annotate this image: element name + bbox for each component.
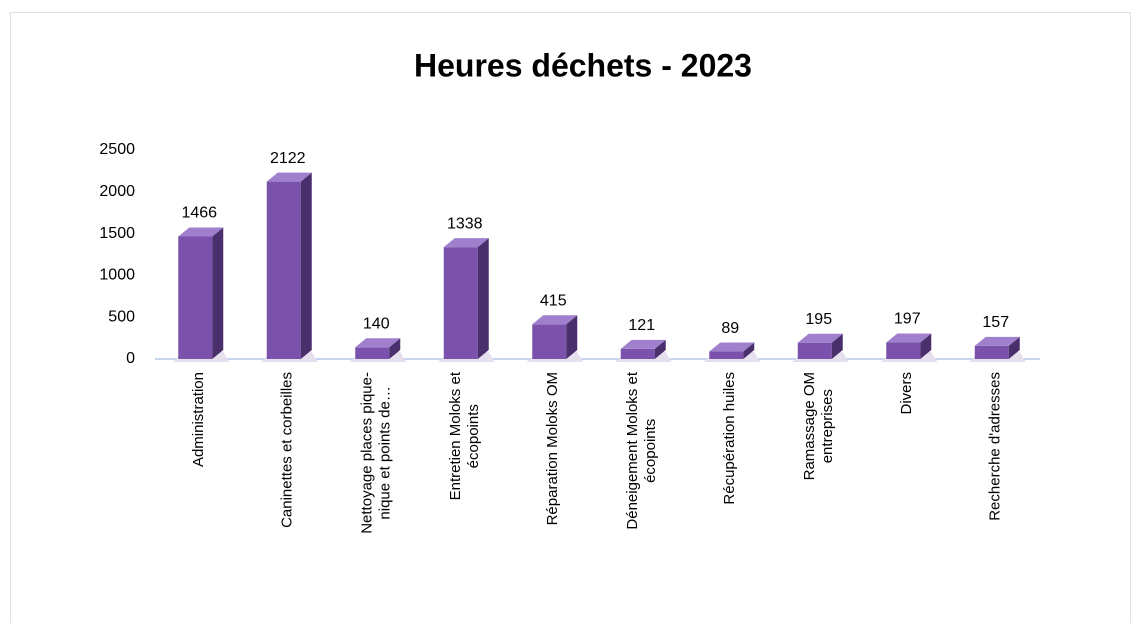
x-tick-label: Déneigement Moloks etécopoints xyxy=(624,371,659,529)
bar-top xyxy=(266,172,312,182)
x-tick-label: Récupération huiles xyxy=(721,372,738,505)
value-label: 121 xyxy=(628,317,655,334)
x-tick-label: Entretien Moloks etécopoints xyxy=(447,371,482,500)
bar xyxy=(172,227,230,362)
bar-front xyxy=(532,324,567,359)
bar xyxy=(260,172,318,362)
bar-side xyxy=(831,333,843,359)
bar-top xyxy=(709,342,755,352)
bar xyxy=(791,333,849,362)
y-tick-label: 0 xyxy=(126,350,135,367)
bar xyxy=(880,333,938,362)
bar-side xyxy=(300,172,312,359)
bar-side xyxy=(743,342,755,359)
bar-side xyxy=(389,338,401,359)
bar-top xyxy=(355,338,401,348)
y-tick-label: 1500 xyxy=(99,225,135,242)
bar-side xyxy=(1008,336,1020,359)
value-label: 157 xyxy=(982,314,1009,331)
value-label: 195 xyxy=(805,311,832,328)
value-label: 89 xyxy=(721,320,739,337)
bar xyxy=(614,339,672,362)
x-tick-label: Administration xyxy=(190,372,207,467)
y-tick-label: 1000 xyxy=(99,267,135,284)
bar xyxy=(703,342,761,362)
bar-front xyxy=(178,236,213,359)
y-tick-label: 500 xyxy=(108,308,135,325)
bar xyxy=(526,315,584,362)
y-tick-label: 2500 xyxy=(99,141,135,158)
x-tick-label: Recherche d'adresses xyxy=(987,372,1004,521)
value-label: 415 xyxy=(540,293,567,310)
bar-side xyxy=(654,339,666,359)
bar-top xyxy=(620,339,666,349)
bar-side xyxy=(566,315,578,359)
bar-top xyxy=(178,227,224,237)
bar-front xyxy=(443,247,478,359)
x-tick-label: Ramassage OMentreprises xyxy=(801,372,836,480)
bar-top xyxy=(974,336,1020,346)
x-tick-label: Caninettes et corbeilles xyxy=(279,372,296,528)
bar xyxy=(968,336,1026,362)
bar-front xyxy=(355,347,390,359)
bar-front xyxy=(797,342,832,359)
x-tick-label: Réparation Moloks OM xyxy=(544,372,561,525)
bar-top xyxy=(532,315,578,325)
value-label: 140 xyxy=(363,316,390,333)
bar-top xyxy=(443,238,489,248)
x-tick-label: Divers xyxy=(898,372,915,415)
bar xyxy=(437,238,495,362)
chart-title: Heures déchets - 2023 xyxy=(414,47,752,83)
bar-front xyxy=(620,348,655,359)
y-tick-label: 2000 xyxy=(99,183,135,200)
bar-side xyxy=(920,333,932,359)
x-tick-label: Nettoyage places pique-nique et points d… xyxy=(358,372,393,534)
bar-front xyxy=(709,351,744,359)
bar-side xyxy=(212,227,224,359)
bar-side xyxy=(477,238,489,359)
bar xyxy=(349,338,407,362)
value-label: 2122 xyxy=(270,150,306,167)
bar-front xyxy=(886,342,921,359)
bar-front xyxy=(266,181,301,359)
bar-front xyxy=(974,345,1009,359)
bar-top xyxy=(886,333,932,343)
value-label: 197 xyxy=(894,311,921,328)
bar-top xyxy=(797,333,843,343)
value-label: 1466 xyxy=(181,205,217,222)
value-label: 1338 xyxy=(447,215,483,232)
